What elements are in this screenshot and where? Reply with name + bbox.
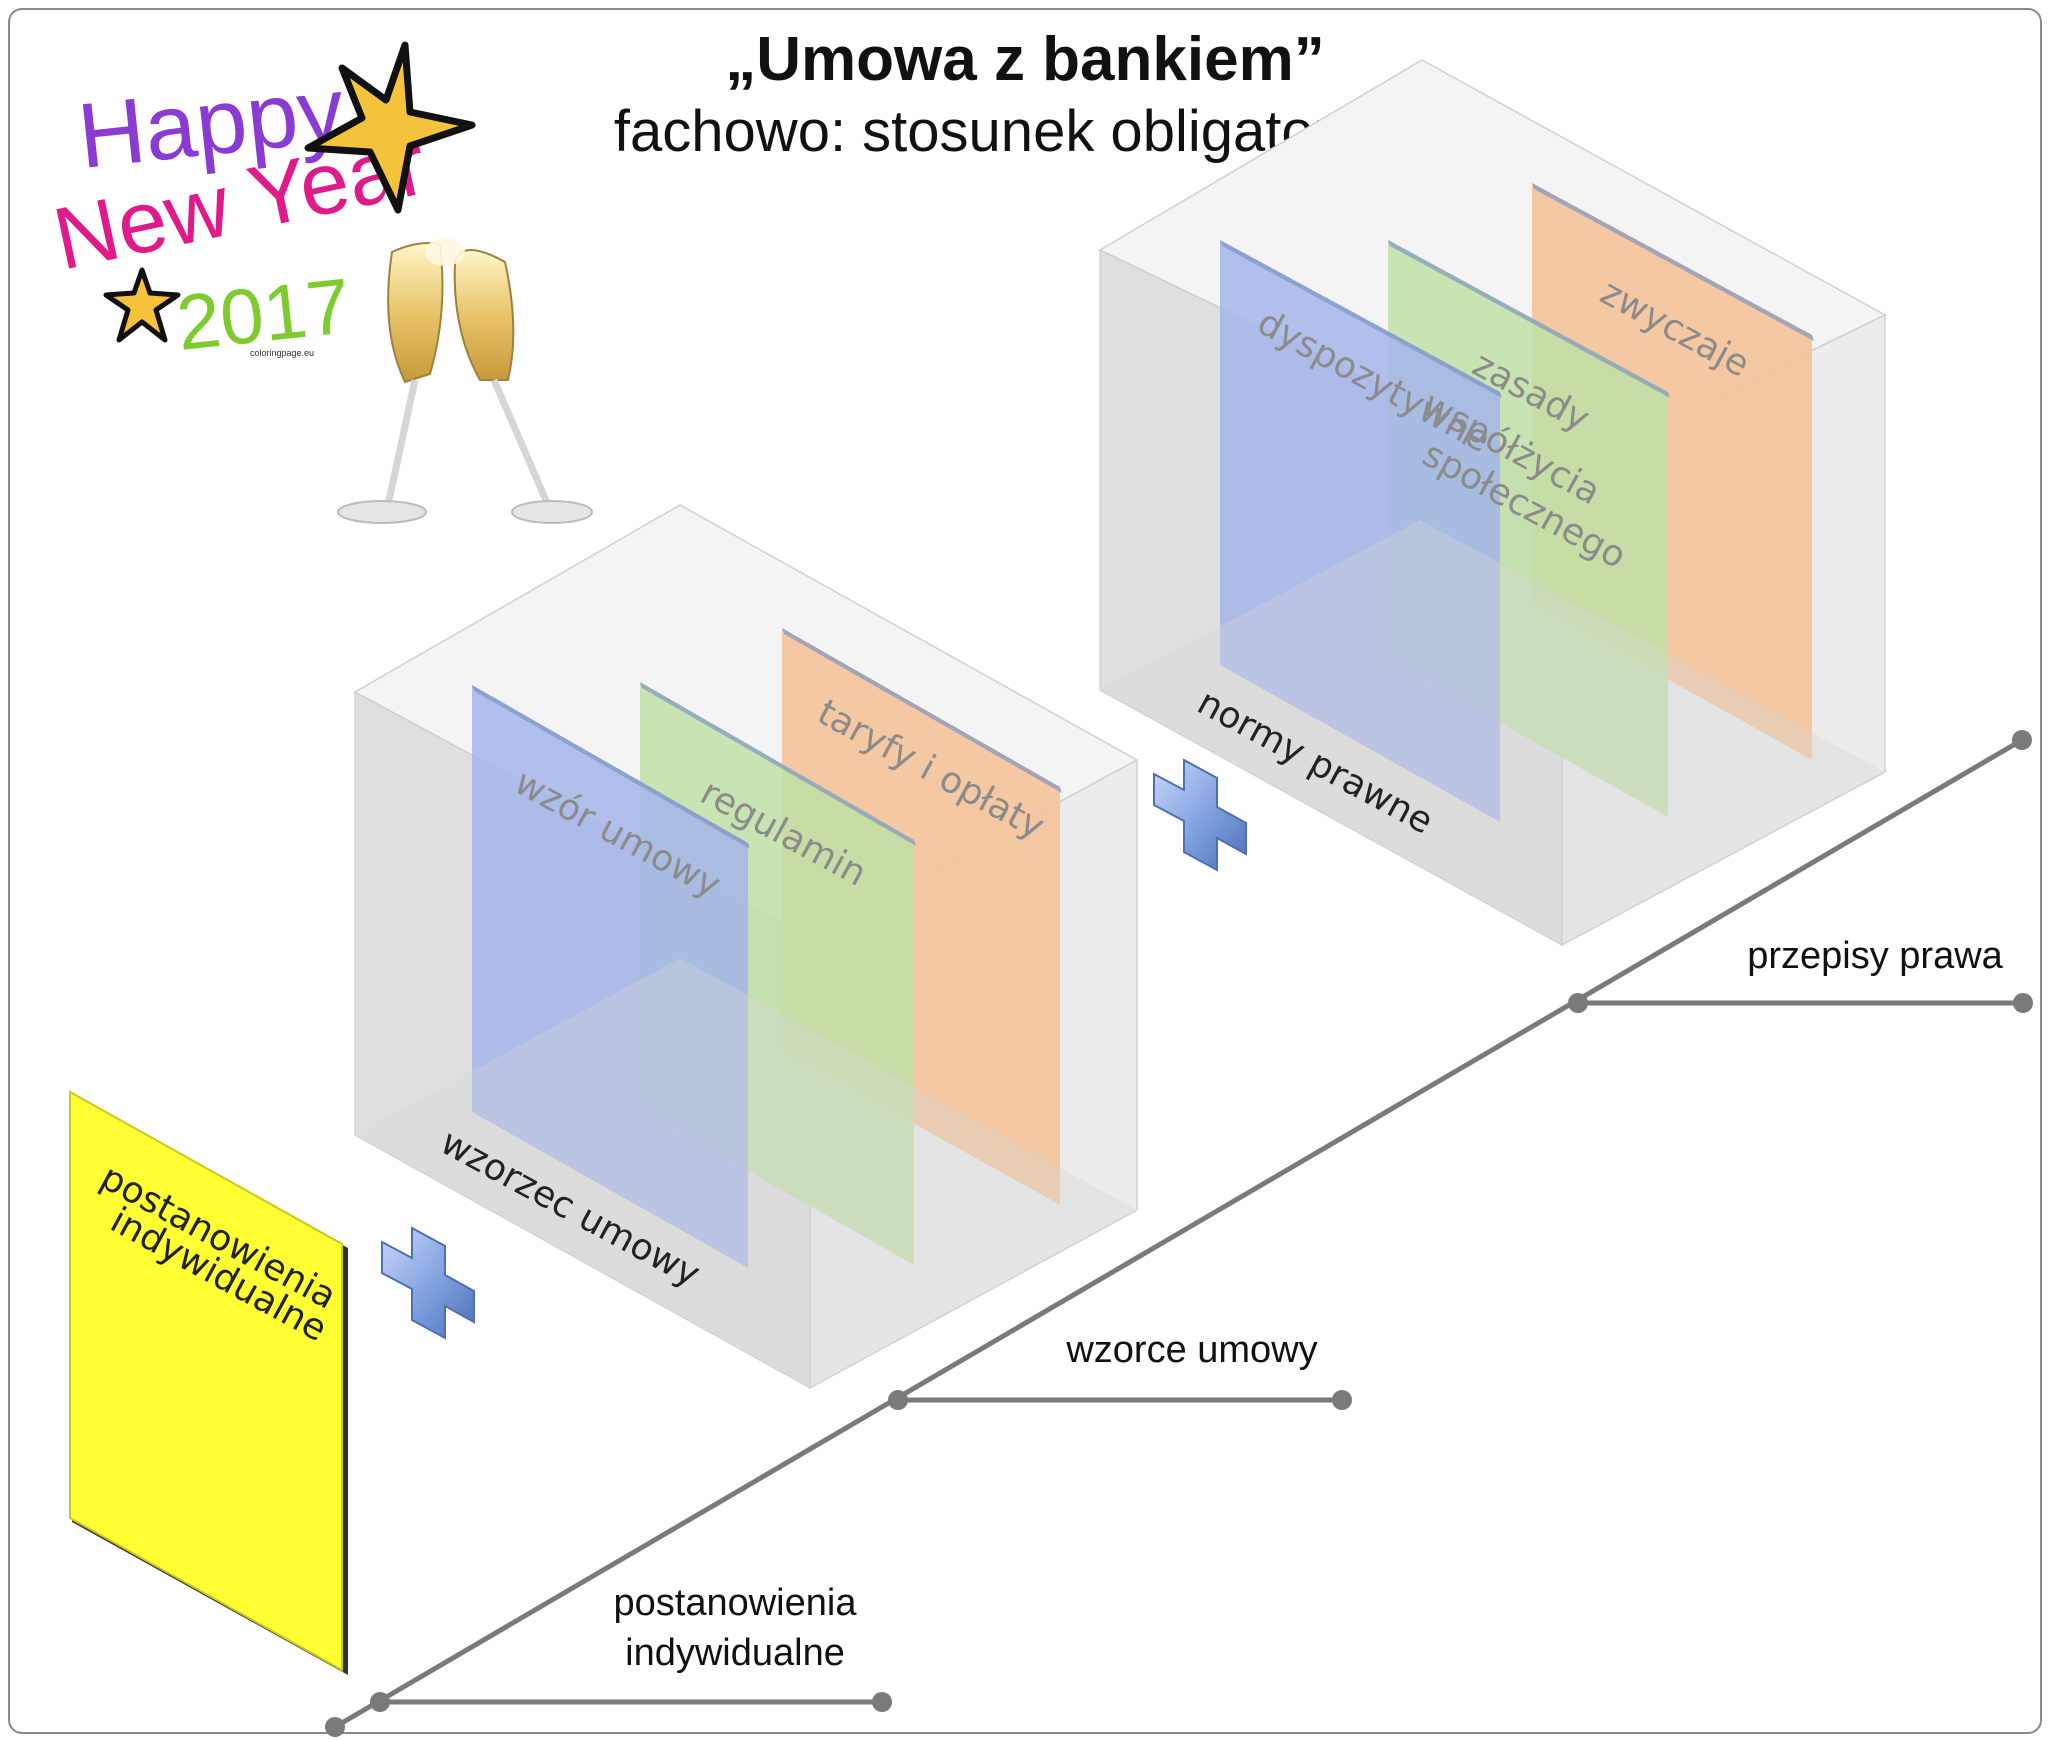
champagne-glasses-icon bbox=[337, 238, 593, 524]
axis-label-individual-line2: indywidualne bbox=[625, 1632, 845, 1674]
big-star-icon bbox=[304, 41, 476, 214]
small-star-icon bbox=[103, 267, 181, 343]
sheet-individual: postanowienia indywidualne bbox=[69, 1090, 348, 1675]
axis-label-patterns: wzorce umowy bbox=[1065, 1329, 1317, 1371]
plus-icon bbox=[1153, 758, 1247, 872]
sheet-law-blue bbox=[1220, 240, 1500, 822]
axis-label-individual-line1: postanowienia bbox=[614, 1582, 858, 1624]
axis-label-law: przepisy prawa bbox=[1747, 935, 2003, 977]
page-title: „Umowa z bankiem” bbox=[725, 25, 1325, 94]
box-pattern: wzór umowy regulamin taryfy i opłaty wzo… bbox=[353, 504, 1139, 1390]
sheet-pattern-blue bbox=[472, 685, 748, 1268]
axis-diagonal-line bbox=[333, 737, 2024, 1730]
plus-icon bbox=[381, 1226, 475, 1340]
level-axis: przepisy prawa wzorce umowy postanowieni… bbox=[325, 730, 2033, 1737]
box-law: dyspozytywne zasady współżycia społeczne… bbox=[1098, 59, 1887, 947]
year-text: 2017 bbox=[173, 261, 355, 367]
credit-text: coloringpage.eu bbox=[250, 348, 314, 358]
